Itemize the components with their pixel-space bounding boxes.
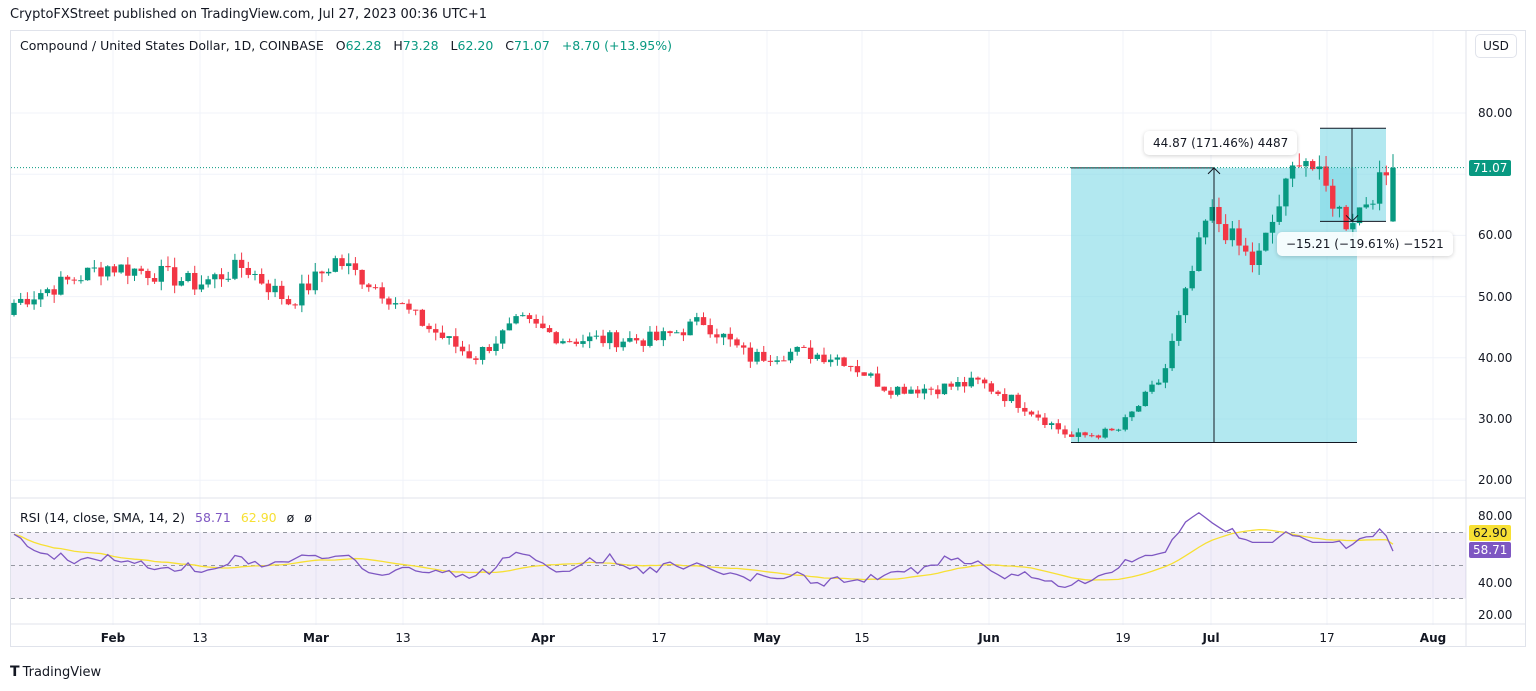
publisher-caption: CryptoFXStreet published on TradingView.… [10,7,488,22]
time-tick: 17 [1319,631,1335,645]
rsi-tick: 40.00 [1478,576,1513,590]
currency-button[interactable]: USD [1475,34,1517,58]
rsi-tick: 20.00 [1478,608,1513,622]
change-value: +8.70 (+13.95%) [561,38,672,53]
rsi-sma-value: 62.90 [240,510,277,525]
time-tick: 15 [854,631,870,645]
open-label: O [335,38,346,53]
tradingview-logo[interactable]: T TradingView [10,664,101,680]
open-value: 62.28 [345,38,382,53]
time-tick: Jun [978,631,1000,645]
price-tick: 20.00 [1478,473,1513,487]
time-tick: Apr [531,631,555,645]
time-tick: Jul [1202,631,1220,645]
time-tick: 19 [1115,631,1131,645]
time-tick: 13 [192,631,208,645]
low-label: L [450,38,458,53]
close-label: C [505,38,515,53]
time-tick: Mar [303,631,329,645]
time-tick: 17 [651,631,667,645]
tradingview-brand: TradingView [22,664,102,680]
price-tick: 40.00 [1478,351,1513,365]
time-tick: May [753,631,781,645]
rsi-na-2: ø [304,510,312,525]
rsi-title: RSI (14, close, SMA, 14, 2) [20,510,186,525]
rsi-legend: RSI (14, close, SMA, 14, 2) 58.71 62.90 … [20,510,312,525]
high-label: H [393,38,403,53]
symbol-title: Compound / United States Dollar, 1D, COI… [20,38,324,53]
close-value: 71.07 [514,38,550,53]
rsi-sma-tag: 62.90 [1469,525,1512,541]
rsi-value-tag: 58.71 [1469,542,1512,558]
measure-up-label: 44.87 (171.46%) 4487 [1144,131,1298,155]
tradingview-logo-icon: T [10,664,20,680]
rsi-value: 58.71 [195,510,231,525]
symbol-legend: Compound / United States Dollar, 1D, COI… [20,38,672,53]
measure-down-label: −15.21 (−19.61%) −1521 [1277,232,1453,256]
high-value: 73.28 [402,38,439,53]
rsi-na-1: ø [286,510,295,525]
time-tick: Feb [100,631,126,645]
price-tick: 50.00 [1478,290,1513,304]
price-tick: 80.00 [1478,106,1513,120]
chart-frame [10,30,1526,647]
rsi-tick: 80.00 [1478,509,1513,523]
price-tick: 60.00 [1478,228,1513,242]
time-tick: Aug [1419,631,1447,645]
time-tick: 13 [395,631,411,645]
low-value: 62.20 [457,38,494,53]
last-price-tag: 71.07 [1469,160,1512,176]
price-tick: 30.00 [1478,412,1513,426]
